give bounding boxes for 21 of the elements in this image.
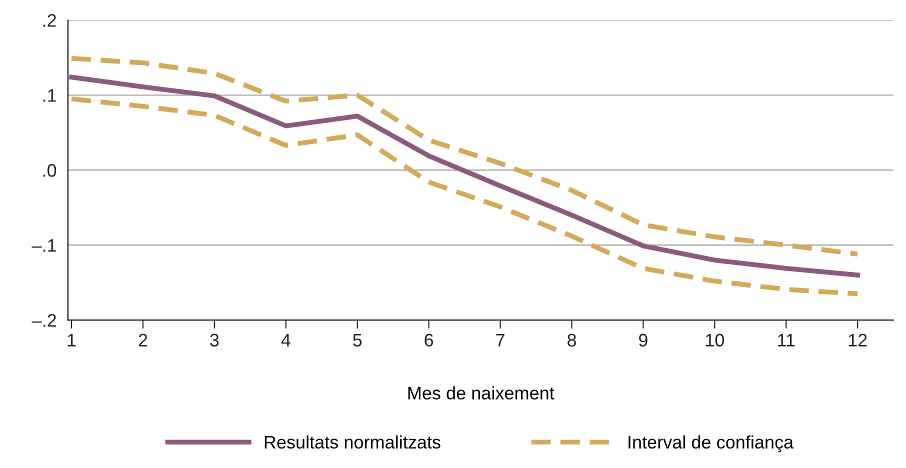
x-tick-label: 11: [778, 334, 795, 346]
x-tick-label: 3: [210, 334, 219, 347]
x-tick-label: 1: [68, 334, 76, 346]
y-tick-label: –.2: [32, 314, 56, 327]
legend-label: Resultats normalitzats: [264, 435, 440, 449]
x-tick-label: 12: [848, 334, 867, 346]
y-tick-label: .2: [43, 14, 56, 27]
y-tick-label: .0: [43, 164, 56, 177]
y-tick-label: .1: [43, 89, 56, 102]
x-tick-label: 2: [138, 334, 148, 346]
x-axis-title: Mes de naixement: [408, 386, 554, 400]
x-tick-label: 4: [281, 334, 290, 346]
x-tick-label: 9: [639, 334, 648, 347]
x-tick-label: 10: [706, 334, 724, 347]
line-series: [69, 74, 860, 278]
x-tick-label: 6: [424, 334, 434, 347]
x-tick-label: 8: [568, 334, 576, 347]
x-tick-label: 7: [496, 334, 504, 346]
legend-label: Interval de confiança: [628, 435, 794, 452]
x-tick-label: 5: [353, 334, 362, 347]
y-tick-label: –.1: [32, 239, 56, 252]
